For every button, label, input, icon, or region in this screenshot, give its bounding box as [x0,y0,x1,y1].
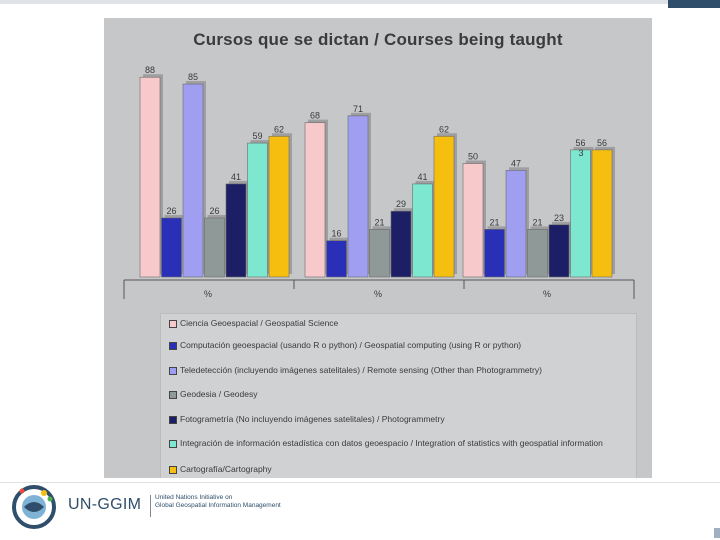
bar [591,149,613,278]
bar-value-label: 16 [331,229,341,239]
category-label: % [204,289,212,299]
legend-swatch [169,319,177,328]
category-label: % [374,289,382,299]
legend-item: Geodesia / Geodesy [169,389,629,399]
legend-swatch [169,366,177,375]
footer: UN-GGIM United Nations Initiative on Glo… [0,478,720,540]
legend-label: Ciencia Geoespacial / Geospatial Science [180,318,339,328]
top-bar-line [0,0,670,4]
bar [347,115,369,278]
footer-divider [0,482,720,483]
legend-label: Computación geoespacial (usando R o pyth… [180,340,522,350]
bar [433,135,455,278]
legend-item: Ciencia Geoespacial / Geospatial Science [169,318,629,328]
legend-item: Computación geoespacial (usando R o pyth… [169,340,629,350]
footer-subtitle-line1: United Nations Initiative on [155,494,233,501]
legend-label: Fotogrametría (No incluyendo imágenes sa… [180,414,445,424]
bar-value-label: 29 [396,199,406,209]
top-bar-accent [668,0,720,8]
bar [390,210,412,278]
footer-subtitle-line2: Global Geospatial Information Management [155,502,281,509]
chart-title: Cursos que se dictan / Courses being tau… [193,30,563,49]
bar [412,183,433,278]
legend-swatch [169,390,177,399]
legend-label: Integración de información estadística c… [180,438,603,448]
bar [369,229,390,278]
footer-brand: UN-GGIM [68,496,142,513]
bar-value-label: 26 [166,206,176,216]
bar-value-label: 23 [554,213,564,223]
bar-value-label: 21 [374,217,384,227]
bar-value-label: 68 [310,111,320,121]
legend-item: Fotogrametría (No incluyendo imágenes sa… [169,414,629,424]
bar-value-label: 56 [575,138,585,148]
bar [548,224,570,278]
bar [161,217,182,278]
legend-label: Teledetección (incluyendo imágenes satel… [180,365,542,375]
bar-value-label: 21 [489,217,499,227]
bar-value-label: 26 [209,206,219,216]
bar [462,163,484,278]
bar [225,183,247,278]
bar-value-label: 41 [417,172,427,182]
footer-subtitle: United Nations Initiative on Global Geos… [155,494,315,510]
bar [247,142,268,278]
top-bar [0,0,720,18]
bar-value-label: 47 [511,158,521,168]
bar [139,76,161,278]
corner-hint [714,528,720,538]
bar [484,229,505,278]
bar [204,217,225,278]
legend-swatch [169,465,177,474]
bar-value-label: 62 [274,124,284,134]
bar-value-label: 50 [468,152,478,162]
bar-value-label: 56 [597,138,607,148]
un-ggim-logo-icon [12,485,56,529]
bar [268,135,290,278]
bar [505,170,527,278]
bar-value-label: 88 [145,65,155,75]
category-label: % [543,289,551,299]
bar-value-label-extra: 3 [578,148,583,158]
legend-label: Cartografía/Cartography [180,464,272,474]
bar [527,229,548,278]
legend-item: Cartografía/Cartography [169,464,629,474]
legend-item: Teledetección (incluyendo imágenes satel… [169,365,629,375]
legend-swatch [169,415,177,424]
legend: Ciencia Geoespacial / Geospatial Science… [160,313,637,487]
bar [570,149,591,278]
bar-value-label: 71 [353,104,363,114]
legend-item: Integración de información estadística c… [169,438,629,448]
bar [304,122,326,278]
legend-swatch [169,439,177,448]
legend-label: Geodesia / Geodesy [180,389,258,399]
bar [182,83,204,278]
bar-value-label: 41 [231,172,241,182]
bar-value-label: 85 [188,72,198,82]
footer-separator [150,495,151,517]
legend-swatch [169,341,177,350]
bar-value-label: 21 [532,217,542,227]
bar-value-label: 62 [439,124,449,134]
bar-value-label: 59 [252,131,262,141]
bar [326,240,347,278]
